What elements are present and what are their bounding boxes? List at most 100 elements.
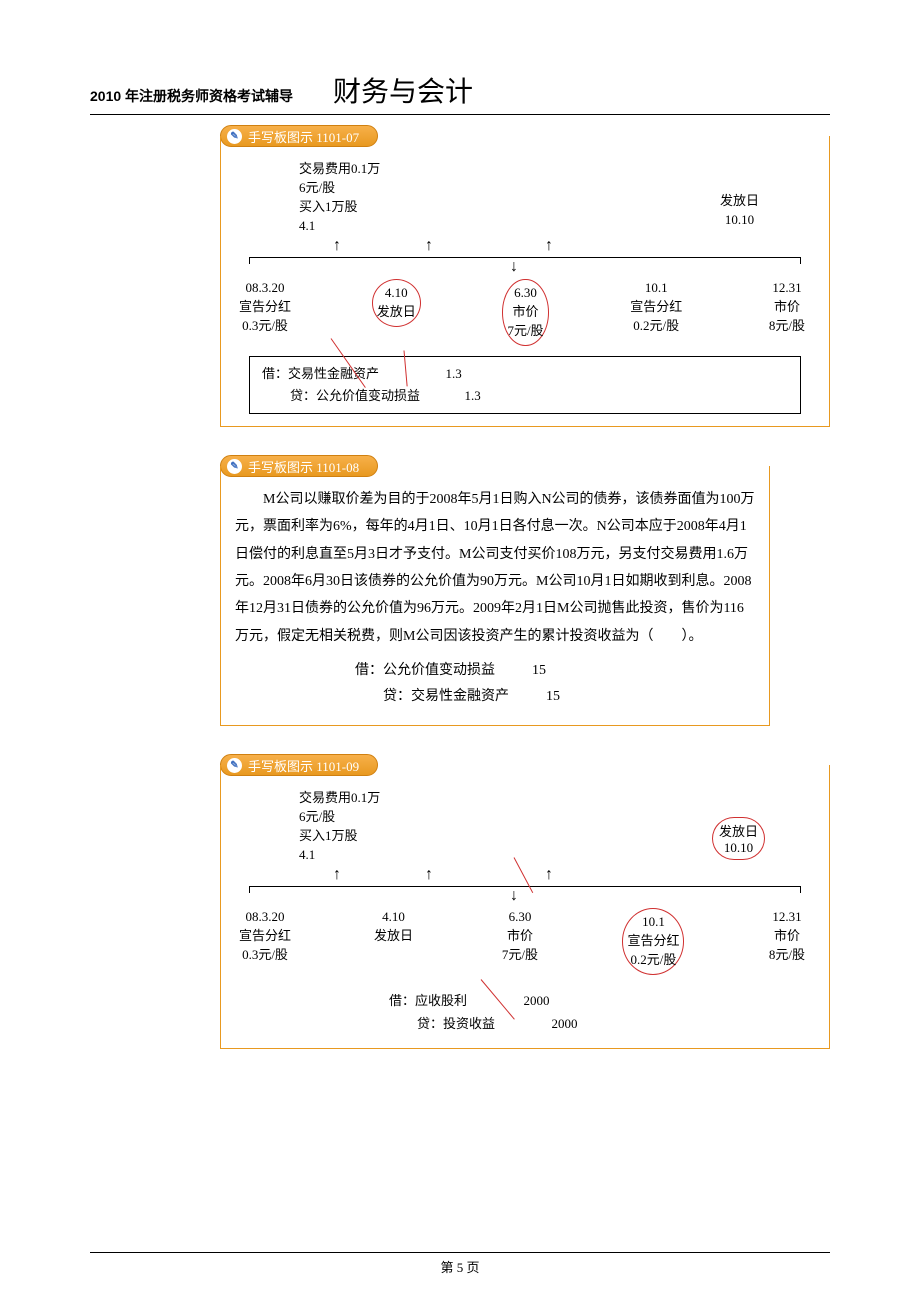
je-amount: 15 (546, 689, 560, 704)
arrow-down-icon: ↓ (510, 887, 518, 905)
timeline-col: 6.30 市价 7元/股 (496, 908, 544, 975)
col-date: 6.30 (507, 284, 543, 303)
col-date: 08.3.20 (239, 279, 291, 298)
payout-label: 发放日 (720, 192, 759, 211)
axis-tick (800, 257, 801, 264)
arrow-up-icon: ↑ (333, 237, 341, 255)
col-date: 4.10 (377, 284, 416, 303)
panel-1101-07: 交易费用0.1万 6元/股 买入1万股 4.1 发放日 10.10 ↑ ↑ ↓ (220, 136, 830, 427)
timeline-bottom-row: 08.3.20 宣告分红 0.3元/股 4.10 发放日 6.30 市价 (239, 279, 811, 346)
timeline-axis: ↑ ↑ ↓ ↑ (239, 868, 811, 908)
col-value: 0.2元/股 (627, 951, 679, 970)
col-date: 08.3.20 (239, 908, 291, 927)
panel-1101-08: M公司以赚取价差为目的于2008年5月1日购入N公司的债券，该债券面值为100万… (220, 466, 770, 726)
header-title: 财务与会计 (333, 70, 473, 110)
panel-1101-09: 交易费用0.1万 6元/股 买入1万股 4.1 发放日 10.10 ↑ (220, 765, 830, 1049)
je-row: 借：应收股利 2000 (389, 989, 811, 1012)
col-label: 发放日 (377, 303, 416, 322)
arrow-up-icon: ↑ (333, 866, 341, 884)
page-header: 2010 年注册税务师资格考试辅导 财务与会计 (90, 70, 830, 115)
journal-entry: 借：应收股利 2000 贷：投资收益 2000 (389, 989, 811, 1036)
timeline-col: 4.10 发放日 (370, 908, 418, 975)
col-date: 6.30 (496, 908, 544, 927)
payout-label: 发放日 (719, 821, 758, 840)
header-subtitle: 2010 年注册税务师资格考试辅导 (90, 86, 293, 106)
je-row: 借：公允价值变动损益 15 (355, 658, 755, 685)
col-label: 市价 (507, 303, 543, 322)
col-value: 8元/股 (763, 317, 811, 336)
col-value: 8元/股 (763, 946, 811, 965)
col-label: 宣告分红 (239, 298, 291, 317)
journal-entry-box: 借：交易性金融资产 1.3 贷：公允价值变动损益 1.3 (249, 356, 801, 414)
axis-tick (249, 257, 250, 264)
col-date: 12.31 (763, 908, 811, 927)
je-row: 贷：公允价值变动损益 1.3 (262, 385, 788, 407)
col-value: 7元/股 (496, 946, 544, 965)
timeline-col: 10.1 宣告分红 0.2元/股 (630, 279, 682, 346)
arrow-up-icon: ↑ (425, 237, 433, 255)
timeline-col: 4.10 发放日 (372, 279, 421, 346)
timeline-07: 交易费用0.1万 6元/股 买入1万股 4.1 发放日 10.10 ↑ ↑ ↓ (221, 150, 829, 426)
panel-1101-09-wrap: ✎ 手写板图示 1101-09 交易费用0.1万 6元/股 买入1万股 4.1 … (220, 754, 830, 1049)
timeline-payout-label: 发放日 10.10 (720, 192, 759, 230)
timeline-bottom-row: 08.3.20 宣告分红 0.3元/股 4.10 发放日 6.30 市价 7元/… (239, 908, 811, 975)
col-label: 宣告分红 (627, 932, 679, 951)
timeline-09: 交易费用0.1万 6元/股 买入1万股 4.1 发放日 10.10 ↑ (221, 779, 829, 1048)
axis-line (249, 257, 801, 258)
arrow-down-icon: ↓ (510, 258, 518, 276)
problem-text: M公司以赚取价差为目的于2008年5月1日购入N公司的债券，该债券面值为100万… (235, 486, 755, 650)
arrow-up-icon: ↑ (425, 866, 433, 884)
highlight-circle: 10.1 宣告分红 0.2元/股 (622, 908, 684, 975)
timeline-col: 12.31 市价 8元/股 (763, 908, 811, 975)
je-debit: 借：交易性金融资产 (262, 366, 379, 381)
timeline-payout-label: 发放日 10.10 (712, 817, 765, 860)
je-amount: 2000 (524, 993, 550, 1008)
axis-tick (249, 886, 250, 893)
je-debit: 借：应收股利 (389, 993, 467, 1008)
col-date: 4.10 (370, 908, 418, 927)
highlight-circle: 4.10 发放日 (372, 279, 421, 327)
payout-date: 10.10 (719, 840, 758, 856)
timeline-col: 08.3.20 宣告分红 0.3元/股 (239, 279, 291, 346)
timeline-col: 08.3.20 宣告分红 0.3元/股 (239, 908, 291, 975)
col-label: 市价 (496, 927, 544, 946)
timeline-col: 6.30 市价 7元/股 (502, 279, 550, 346)
top-label: 交易费用0.1万 (299, 160, 811, 179)
panel-08-body: M公司以赚取价差为目的于2008年5月1日购入N公司的债券，该债券面值为100万… (221, 480, 769, 725)
col-value: 0.3元/股 (239, 317, 291, 336)
je-amount: 2000 (552, 1016, 578, 1031)
je-amount: 1.3 (465, 388, 481, 403)
je-amount: 1.3 (446, 366, 462, 381)
col-label: 宣告分红 (630, 298, 682, 317)
top-label: 交易费用0.1万 (299, 789, 811, 808)
col-date: 12.31 (763, 279, 811, 298)
payout-date: 10.10 (720, 211, 759, 230)
col-label: 发放日 (370, 927, 418, 946)
col-date: 10.1 (627, 913, 679, 932)
col-label: 宣告分红 (239, 927, 291, 946)
je-row: 贷：交易性金融资产 15 (355, 684, 755, 711)
col-label: 市价 (763, 298, 811, 317)
je-debit: 借：公允价值变动损益 (355, 663, 495, 678)
arrow-up-icon: ↑ (545, 237, 553, 255)
page: 2010 年注册税务师资格考试辅导 财务与会计 ✎ 手写板图示 1101-07 … (0, 0, 920, 1302)
col-label: 市价 (763, 927, 811, 946)
panel-1101-08-wrap: ✎ 手写板图示 1101-08 M公司以赚取价差为目的于2008年5月1日购入N… (220, 455, 770, 726)
timeline-col: 12.31 市价 8元/股 (763, 279, 811, 346)
page-footer: 第 5 页 (90, 1252, 830, 1276)
je-credit: 贷：投资收益 (417, 1016, 495, 1031)
je-credit: 贷：公允价值变动损益 (290, 388, 420, 403)
col-value: 0.3元/股 (239, 946, 291, 965)
col-value: 7元/股 (507, 322, 543, 341)
je-row: 借：交易性金融资产 1.3 (262, 363, 788, 385)
highlight-ellipse: 发放日 10.10 (712, 817, 765, 860)
timeline-axis: ↑ ↑ ↓ ↑ (239, 239, 811, 279)
highlight-circle: 6.30 市价 7元/股 (502, 279, 548, 346)
je-row: 贷：投资收益 2000 (389, 1012, 811, 1035)
page-number: 第 5 页 (440, 1260, 479, 1275)
je-amount: 15 (532, 663, 546, 678)
col-date: 10.1 (630, 279, 682, 298)
arrow-up-icon: ↑ (545, 866, 553, 884)
col-value: 0.2元/股 (630, 317, 682, 336)
axis-line (249, 886, 801, 887)
